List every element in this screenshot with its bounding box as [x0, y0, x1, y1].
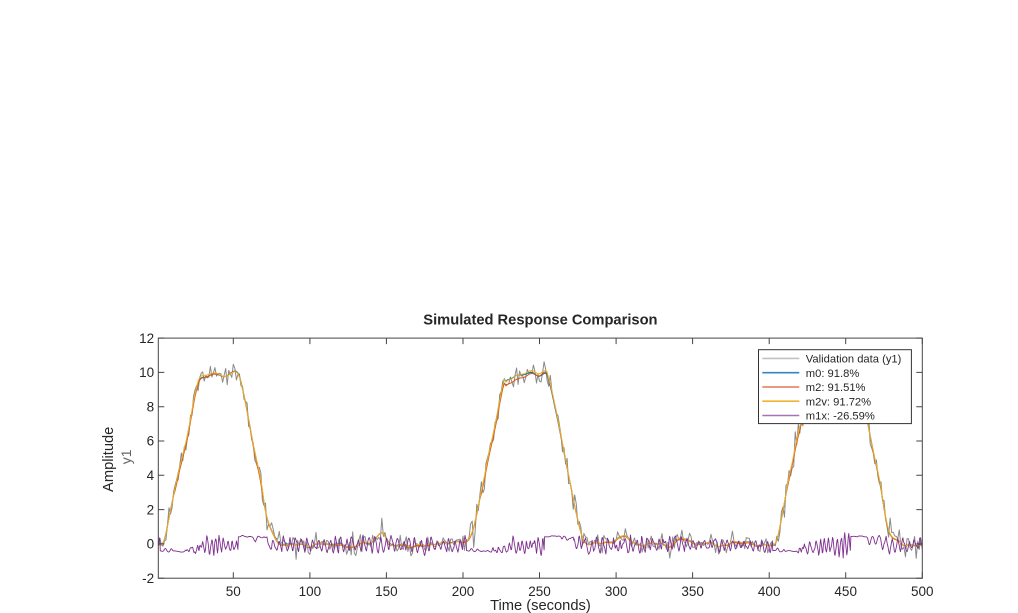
svg-text:m0: 91.8%: m0: 91.8%	[806, 368, 860, 380]
svg-text:m2: 91.51%: m2: 91.51%	[806, 382, 866, 394]
svg-text:y1: y1	[118, 449, 134, 464]
svg-text:350: 350	[681, 584, 704, 599]
svg-text:Time (seconds): Time (seconds)	[490, 598, 591, 613]
svg-text:2: 2	[147, 502, 155, 517]
svg-text:10: 10	[139, 365, 154, 380]
svg-text:Amplitude: Amplitude	[101, 427, 117, 492]
svg-text:300: 300	[605, 584, 628, 599]
svg-text:4: 4	[147, 468, 155, 483]
svg-text:400: 400	[758, 584, 781, 599]
svg-text:Validation data (y1): Validation data (y1)	[806, 354, 902, 366]
svg-text:450: 450	[834, 584, 857, 599]
svg-text:m1x: -26.59%: m1x: -26.59%	[806, 411, 875, 423]
svg-text:12: 12	[139, 331, 154, 346]
svg-text:6: 6	[147, 434, 155, 449]
svg-text:-2: -2	[142, 571, 154, 586]
svg-text:200: 200	[452, 584, 475, 599]
svg-text:100: 100	[299, 584, 322, 599]
svg-text:250: 250	[528, 584, 551, 599]
svg-text:50: 50	[226, 584, 241, 599]
svg-text:Simulated Response Comparison: Simulated Response Comparison	[423, 313, 657, 329]
svg-text:8: 8	[147, 399, 155, 414]
svg-text:500: 500	[911, 584, 934, 599]
svg-text:150: 150	[375, 584, 398, 599]
svg-text:m2v: 91.72%: m2v: 91.72%	[806, 396, 871, 408]
svg-text:0: 0	[147, 537, 155, 552]
